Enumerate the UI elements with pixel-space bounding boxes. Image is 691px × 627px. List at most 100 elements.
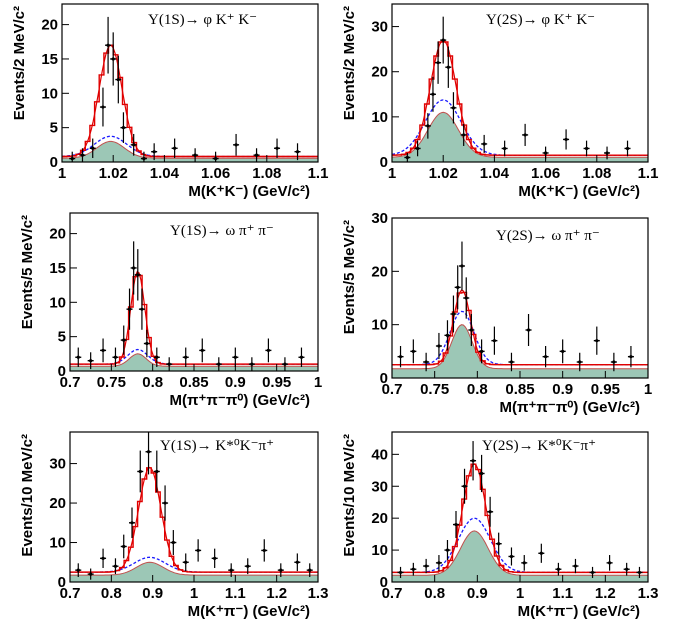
- background-dashed-curve: [392, 310, 648, 366]
- data-point: [589, 566, 596, 578]
- data-point: [105, 16, 112, 74]
- x-axis-label: M(K⁺K⁻) (GeV/c²): [518, 183, 640, 200]
- data-marker: [446, 65, 450, 69]
- data-point: [444, 539, 451, 561]
- x-tick-label: 1.1: [552, 585, 573, 602]
- x-axis-label: M(K⁺K⁻) (GeV/c²): [188, 183, 310, 200]
- data-marker: [76, 355, 80, 359]
- data-point: [274, 138, 281, 158]
- data-point: [294, 143, 301, 161]
- x-tick-label: 1.06: [201, 165, 230, 182]
- data-marker: [295, 560, 299, 564]
- x-tick-label: 0.9: [225, 374, 246, 391]
- y-tick-label: 10: [49, 294, 66, 311]
- data-marker: [451, 106, 456, 110]
- data-point: [110, 32, 117, 86]
- data-point: [593, 326, 600, 355]
- data-point: [87, 352, 94, 370]
- data-marker: [637, 570, 642, 575]
- background-fill: [391, 324, 649, 379]
- x-tick-label: 1.04: [480, 165, 510, 182]
- data-point: [435, 332, 442, 360]
- data-marker: [299, 355, 304, 359]
- data-marker: [526, 328, 531, 332]
- data-marker: [101, 348, 105, 352]
- data-point: [137, 450, 144, 493]
- x-tick-label: 0.7: [60, 585, 81, 602]
- data-point: [89, 138, 96, 158]
- data-marker: [544, 355, 548, 359]
- x-tick-label: 1: [314, 374, 322, 391]
- data-point: [145, 432, 152, 475]
- data-point: [610, 352, 617, 372]
- data-marker: [173, 146, 177, 150]
- data-point: [129, 507, 135, 539]
- data-marker: [155, 469, 159, 474]
- y-tick-label: 20: [41, 17, 58, 34]
- data-point: [460, 123, 467, 146]
- y-axis-label: Events/2 MeV/c²: [341, 6, 358, 120]
- total-fit-curve: [70, 466, 318, 573]
- data-marker: [625, 567, 629, 571]
- data-point: [501, 140, 508, 157]
- x-tick-label: 1.02: [429, 165, 458, 182]
- data-marker: [167, 362, 171, 366]
- data-marker: [488, 510, 492, 514]
- data-marker: [80, 153, 85, 157]
- data-point: [414, 140, 421, 157]
- data-point: [424, 113, 431, 139]
- data-point: [623, 562, 630, 576]
- data-point: [153, 347, 160, 367]
- data-marker: [130, 521, 134, 525]
- x-tick-label: 1.1: [225, 585, 246, 602]
- data-marker: [437, 344, 441, 348]
- data-marker: [454, 522, 458, 527]
- data-point: [606, 555, 613, 571]
- data-marker: [184, 355, 188, 359]
- data-marker: [246, 564, 250, 568]
- data-point: [171, 138, 178, 158]
- x-tick-label: 0.8: [467, 381, 488, 398]
- total-fit-curve: [70, 270, 318, 365]
- data-point: [115, 55, 122, 104]
- data-marker: [482, 142, 486, 146]
- panel-5: 0.7 0.8 0.9 1 1.1 1.2 1.3 0 10 20 30 Υ(1S)→ K*⁰K⁻π⁺…: [19, 431, 328, 620]
- y-tick-label: 20: [371, 64, 388, 81]
- data-marker: [76, 568, 80, 572]
- data-marker: [122, 338, 126, 342]
- data-marker: [233, 355, 237, 359]
- data-marker: [262, 548, 266, 553]
- background-fill: [61, 140, 319, 163]
- data-point: [79, 148, 86, 162]
- data-marker: [573, 564, 578, 568]
- plot-frame: [69, 431, 319, 583]
- data-marker: [503, 146, 507, 151]
- x-tick-label: 1: [644, 381, 652, 398]
- data-point: [521, 555, 528, 571]
- data-point: [445, 46, 452, 88]
- y-tick-label: 0: [380, 574, 388, 591]
- data-marker: [275, 146, 279, 150]
- x-tick-label: 0.7: [382, 381, 403, 398]
- data-marker: [561, 349, 565, 353]
- data-point: [87, 568, 94, 580]
- y-tick-label: 30: [371, 210, 388, 227]
- data-marker: [113, 355, 118, 359]
- x-tick-label: 1.08: [252, 165, 281, 182]
- data-point: [99, 87, 106, 127]
- data-point: [624, 140, 631, 157]
- data-marker: [200, 348, 204, 352]
- data-marker: [471, 459, 475, 463]
- data-point: [120, 325, 127, 355]
- y-tick-label: 30: [371, 478, 388, 495]
- data-point: [248, 357, 255, 371]
- data-point: [199, 338, 206, 363]
- data-marker: [106, 43, 110, 47]
- x-tick-label: 1.06: [531, 165, 560, 182]
- data-point: [435, 41, 442, 84]
- data-marker: [612, 360, 616, 364]
- data-point: [491, 326, 498, 355]
- data-marker: [308, 568, 312, 572]
- data-point: [583, 140, 590, 157]
- background-dashed-curve: [392, 517, 648, 574]
